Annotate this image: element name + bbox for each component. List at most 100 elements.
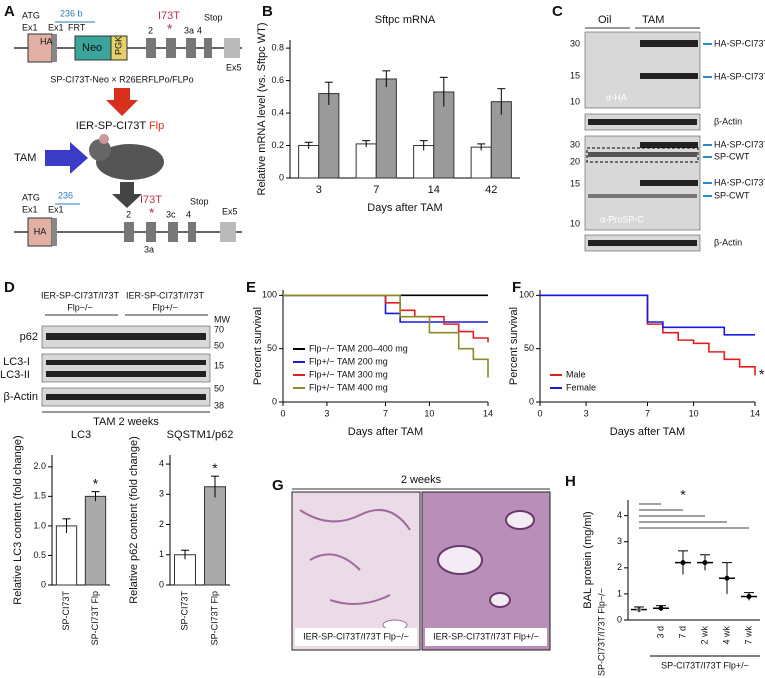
x-tick-label: 42 [485,184,497,196]
bar [204,486,226,586]
x-tick-label: 4 wk [721,626,731,645]
y-tick-label: 1.5 [33,491,46,501]
label: 4 [197,25,202,35]
band-label: SP-CWT [714,151,750,161]
panel-label: F [512,279,521,296]
y-tick-label: 0.8 [271,42,284,52]
y-tick-label: 4 [159,458,164,468]
label: α-ProSP-C [600,214,644,224]
survival-line [540,294,755,336]
label: MW [214,314,230,324]
bar [355,143,377,179]
label: Ex5 [226,62,242,72]
y-tick-label: 0.5 [33,550,46,560]
bar [55,525,78,586]
y-tick-label: 0 [41,579,46,589]
panel-label: D [4,279,15,296]
label: TAM 2 weeks [93,416,159,428]
label: 2 weeks [401,474,442,486]
label: IER-SP-CI73T Flp [76,120,164,132]
label: Ex1 [22,204,38,214]
band-label: SP-CWT [714,190,750,200]
x-tick-label: 2 wk [699,626,709,645]
x-axis-label: Days after TAM [610,426,685,438]
x-tick-label: 7 [383,408,388,418]
mw-label: 50 [214,340,224,350]
x-tick-label: 7 [645,408,650,418]
bar [470,146,492,179]
charts: B Sftpc mRNA Relative mRNA level (vs. Sftp… [12,3,765,676]
label: Oil [598,14,611,26]
mw-label: 10 [570,218,580,228]
x-axis-label: Days after TAM [348,426,423,438]
label: Flp+/− [152,302,178,312]
x-tick-label: 3 [316,184,322,196]
label: LC3-II [0,369,30,381]
y-tick-label: 50 [524,343,534,353]
label: Ex1 [22,22,38,32]
y-tick-label: 0 [159,579,164,589]
y-axis-label: BAL protein (mg/ml) [582,511,594,608]
legend-label: Male [566,369,586,379]
x-tick-label: 0 [280,408,285,418]
mw-label: 20 [570,156,580,166]
x-tick-label: 3 [324,408,329,418]
x-tick-label: 3 [584,408,589,418]
label: 3a [184,25,194,35]
legend-label: Flp+/− TAM 300 mg [309,369,388,379]
y-tick-label: 50 [267,343,277,353]
y-axis-label: Relative mRNA level (vs. Sftpc WT) [256,23,268,196]
label: 2 [148,25,153,35]
x-tick-label: 14 [750,408,760,418]
mw-label: 38 [214,400,224,410]
label: IER-SP-CI73T/I73T Flp−/− [303,631,409,641]
x-tick-label: SP-CI73T [179,591,189,631]
y-tick-label: 2.0 [33,461,46,471]
label: Stop [190,196,209,206]
label: 2 [126,209,131,219]
y-tick-label: 3 [617,536,622,546]
panel-label: G [272,477,284,494]
mw-label: 10 [570,96,580,106]
band-label: β-Actin [714,116,742,126]
y-axis-label: Percent survival [252,307,264,385]
y-tick-label: 100 [262,290,277,300]
y-tick-label: 1 [617,588,622,598]
label: IER-SP-CI73T/I73T Flp+/− [433,631,539,641]
y-tick-label: 1.0 [33,520,46,530]
x-tick-label: 7 [373,184,379,196]
bar [84,495,107,586]
y-axis-label: Percent survival [508,307,520,385]
x-tick-label: SP-CI73T Flp [90,591,100,645]
chart-title: SQSTM1/p62 [167,429,234,441]
mw-label: 15 [214,360,224,370]
y-tick-label: 0 [279,172,284,182]
label: TAM [642,14,664,26]
bar [298,145,320,179]
y-tick-label: 1 [159,549,164,559]
chart-title: LC3 [71,429,91,441]
x-tick-label: 10 [689,408,699,418]
group-label: SP-CI73T/I73T Flp+/− [661,660,749,670]
survival-line [283,294,488,323]
band-label: HA-SP-CI73T [714,139,765,149]
y-tick-label: 0.2 [271,140,284,150]
y-tick-label: 2 [617,562,622,572]
panel-label: B [262,3,273,20]
y-axis-label: Relative LC3 content (fold change) [12,435,24,604]
label: Stop [204,12,223,22]
panel-g: G 2 weeks IER-SP-CI73T/I73T Flp−/− IER-S… [272,474,551,651]
y-tick-label: 0 [272,396,277,406]
bar [174,554,196,586]
legend-label: Flp+/− TAM 200 mg [309,356,388,366]
y-tick-label: 100 [519,290,534,300]
band-label: HA-SP-CI73T [714,71,765,81]
survival-line [540,294,756,376]
survival-line [283,294,489,378]
x-tick-label: SP-CI73T/I73T Flp−/− [596,588,606,676]
legend-label: Female [566,382,596,392]
x-tick-label: SP-CI73T Flp [209,591,219,645]
label: 236 b [60,8,83,18]
label: Flp [149,120,164,132]
